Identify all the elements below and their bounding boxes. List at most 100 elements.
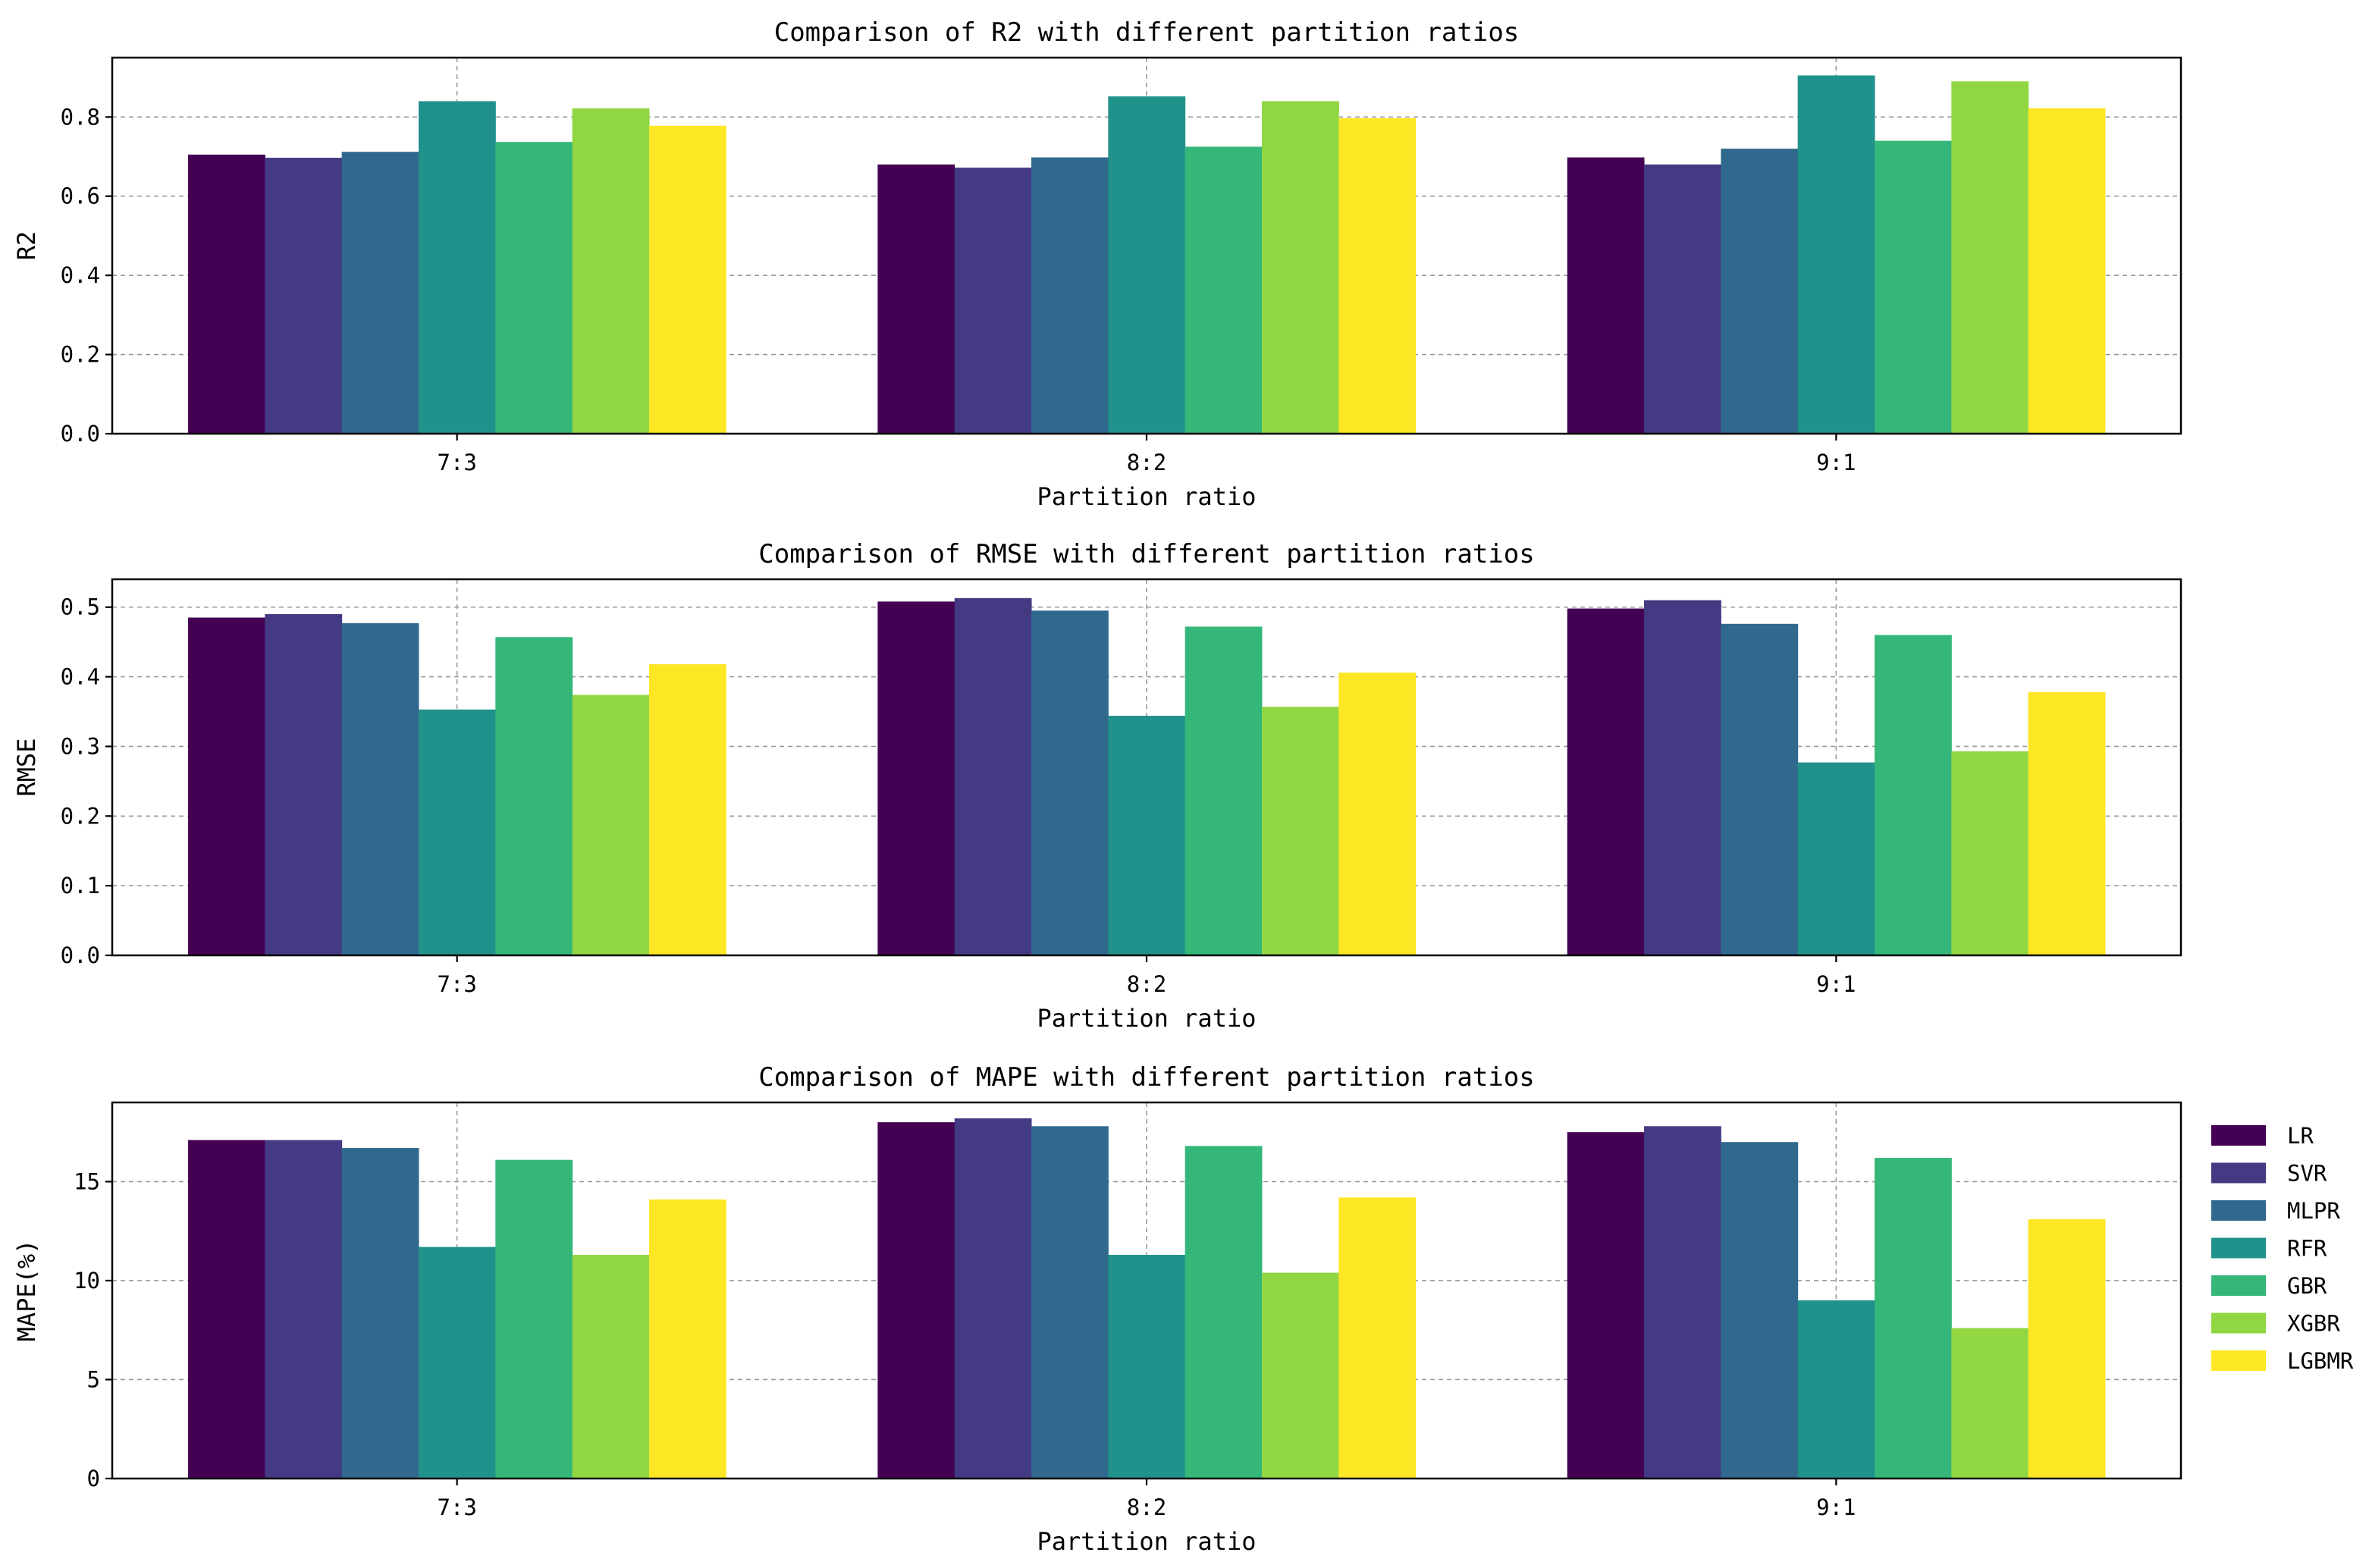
y-tick-label: 0.8 — [61, 104, 100, 130]
legend-item-mlpr: MLPR — [2211, 1198, 2340, 1224]
x-tick-label: 7:3 — [437, 1494, 476, 1520]
legend-label: LR — [2287, 1123, 2314, 1149]
bar-rfr-9-1 — [1797, 75, 1875, 434]
legend-label: SVR — [2287, 1161, 2327, 1187]
legend-item-rfr: RFR — [2211, 1236, 2327, 1262]
bar-svr-9-1 — [1644, 600, 1721, 955]
bar-lgbmr-7-3 — [648, 125, 726, 434]
legend-swatch — [2211, 1162, 2266, 1184]
bar-mlpr-8-2 — [1031, 1126, 1109, 1479]
bar-gbr-7-3 — [495, 637, 573, 955]
bar-xgbr-9-1 — [1951, 81, 2029, 434]
bar-lgbmr-9-1 — [2028, 1219, 2106, 1479]
bar-mlpr-8-2 — [1031, 610, 1109, 955]
bar-xgbr-7-3 — [572, 108, 650, 434]
bar-xgbr-9-1 — [1951, 1328, 2029, 1479]
bar-rfr-8-2 — [1108, 1255, 1186, 1479]
bar-gbr-7-3 — [495, 142, 573, 434]
x-tick-label: 9:1 — [1816, 1494, 1856, 1520]
x-axis-label: Partition ratio — [1037, 1004, 1257, 1033]
bar-gbr-8-2 — [1184, 626, 1263, 955]
x-tick-label: 7:3 — [437, 450, 476, 475]
y-tick-label: 0.6 — [61, 183, 100, 209]
legend-item-lr: LR — [2211, 1123, 2314, 1149]
legend-label: XGBR — [2287, 1311, 2340, 1337]
legend-swatch — [2211, 1312, 2266, 1334]
bar-lr-7-3 — [188, 1140, 265, 1479]
chart-panel-3: 0 5 10 15 7:3 8:2 9:1 Comparison of MAPE with d… — [12, 1062, 2182, 1556]
x-tick-label: 8:2 — [1127, 450, 1166, 475]
bar-lgbmr-8-2 — [1338, 118, 1417, 434]
bar-rfr-8-2 — [1108, 716, 1186, 955]
y-tick-label: 0.5 — [61, 594, 100, 620]
y-tick-label: 0.4 — [61, 664, 100, 690]
y-tick-label: 0.2 — [61, 803, 100, 829]
bar-xgbr-9-1 — [1951, 751, 2029, 955]
x-axis-label: Partition ratio — [1037, 1527, 1257, 1556]
bar-svr-8-2 — [954, 597, 1032, 955]
x-axis-label: Partition ratio — [1037, 482, 1257, 511]
bar-gbr-8-2 — [1184, 146, 1263, 434]
chart-panel-1: 0.0 0.2 0.4 0.6 0.8 7:3 8:2 9:1 Comparison of R2… — [12, 17, 2182, 511]
bar-xgbr-8-2 — [1261, 101, 1339, 434]
legend-swatch — [2211, 1125, 2266, 1146]
bar-lr-9-1 — [1567, 157, 1645, 434]
bar-lr-8-2 — [877, 601, 955, 955]
bar-svr-9-1 — [1644, 164, 1721, 434]
legend: LR SVR MLPR RFR GBR XGBR LGBMR — [2211, 1123, 2354, 1374]
y-tick-label: 0.4 — [61, 262, 100, 288]
bar-lgbmr-7-3 — [648, 664, 726, 955]
bar-mlpr-9-1 — [1721, 1142, 1799, 1479]
chart-title: Comparison of MAPE with different partit… — [758, 1062, 1535, 1093]
bar-lgbmr-9-1 — [2028, 108, 2106, 434]
bar-lgbmr-8-2 — [1338, 1197, 1417, 1479]
legend-swatch — [2211, 1237, 2266, 1259]
legend-item-lgbmr: LGBMR — [2211, 1348, 2354, 1374]
y-tick-label: 0.0 — [61, 942, 100, 968]
x-tick-label: 8:2 — [1127, 971, 1166, 997]
bar-lr-9-1 — [1567, 608, 1645, 955]
y-tick-label: 10 — [74, 1268, 100, 1294]
bar-xgbr-8-2 — [1261, 707, 1339, 955]
bar-mlpr-7-3 — [341, 622, 419, 955]
bar-gbr-9-1 — [1874, 140, 1952, 434]
bar-mlpr-9-1 — [1721, 623, 1799, 955]
x-tick-label: 9:1 — [1816, 971, 1856, 997]
legend-item-xgbr: XGBR — [2211, 1311, 2340, 1337]
bar-mlpr-8-2 — [1031, 157, 1109, 434]
legend-label: GBR — [2287, 1273, 2327, 1299]
y-tick-label: 0.3 — [61, 733, 100, 759]
bar-rfr-8-2 — [1108, 96, 1186, 434]
x-tick-label: 7:3 — [437, 971, 476, 997]
bar-rfr-7-3 — [419, 101, 496, 434]
bar-rfr-9-1 — [1797, 762, 1875, 955]
bar-svr-8-2 — [954, 168, 1032, 434]
bar-svr-7-3 — [265, 1140, 343, 1479]
bar-gbr-9-1 — [1874, 1158, 1952, 1479]
x-tick-label: 9:1 — [1816, 450, 1856, 475]
legend-swatch — [2211, 1275, 2266, 1296]
bar-lgbmr-8-2 — [1338, 673, 1417, 955]
bar-lgbmr-7-3 — [648, 1199, 726, 1479]
bar-rfr-7-3 — [419, 709, 496, 955]
bar-svr-8-2 — [954, 1118, 1032, 1479]
legend-swatch — [2211, 1350, 2266, 1371]
bar-lr-8-2 — [877, 164, 955, 434]
bar-gbr-8-2 — [1184, 1146, 1263, 1479]
bar-xgbr-7-3 — [572, 695, 650, 955]
bar-mlpr-7-3 — [341, 152, 419, 434]
bar-svr-7-3 — [265, 158, 343, 434]
bar-rfr-9-1 — [1797, 1300, 1875, 1479]
chart-panel-2: 0.0 0.1 0.2 0.3 0.4 0.5 7:3 8:2 9:1 Comparison of… — [12, 539, 2182, 1033]
chart-panels: 0.0 0.2 0.4 0.6 0.8 7:3 8:2 9:1 Comparison of R2… — [12, 17, 2182, 1556]
bar-lr-9-1 — [1567, 1132, 1645, 1479]
bar-xgbr-7-3 — [572, 1255, 650, 1479]
bar-gbr-7-3 — [495, 1159, 573, 1479]
bar-svr-9-1 — [1644, 1126, 1721, 1479]
bar-rfr-7-3 — [419, 1247, 496, 1479]
x-tick-label: 8:2 — [1127, 1494, 1166, 1520]
legend-label: MLPR — [2287, 1198, 2340, 1224]
y-axis-label: R2 — [12, 231, 41, 261]
y-tick-label: 0.1 — [61, 873, 100, 898]
